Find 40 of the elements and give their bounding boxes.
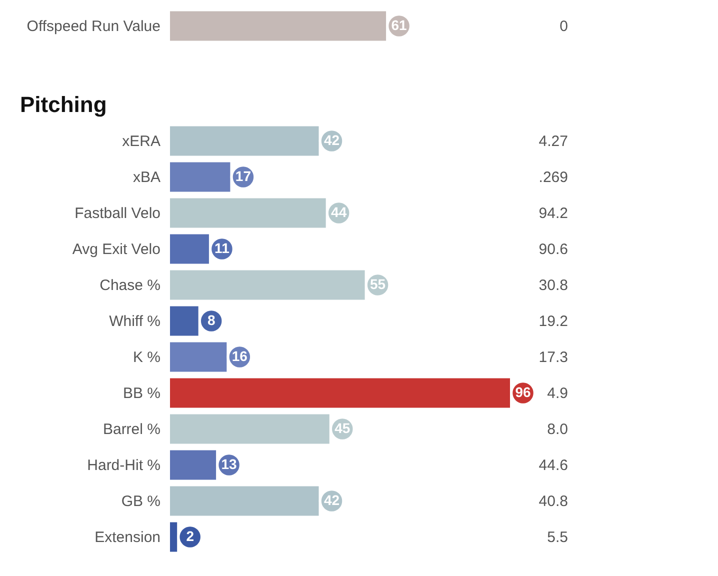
y-tick-label: Extension [94,529,160,546]
y-tick-label: Hard-Hit % [87,457,160,474]
chart-title: Pitching [20,92,107,117]
y-tick-label: Fastball Velo [74,205,160,222]
text: .269 [538,169,568,186]
y-tick-label: Chase % [100,277,160,294]
data-label: 16 [232,348,248,364]
y-tick-label: Whiff % [109,313,160,330]
text: 90.6 [538,241,568,258]
y-tick-label: Offspeed Run Value [26,18,160,35]
data-label: 96 [515,384,531,400]
data-label: 42 [324,132,340,148]
text: 4.27 [538,133,568,150]
data-label: 45 [334,420,350,436]
text: 19.2 [538,313,568,330]
data-label: 17 [235,168,252,184]
data-label: 44 [331,204,347,220]
y-tick-label: K % [132,349,160,366]
data-label: 61 [391,17,408,33]
data-label: 13 [221,456,238,472]
text: 94.2 [538,205,568,222]
data-label: 42 [324,492,340,508]
y-tick-label: Barrel % [102,421,160,438]
text: 44.6 [538,457,568,474]
text: 40.8 [538,493,568,510]
data-label: 55 [370,276,386,292]
data-label: 11 [214,240,230,256]
text: 5.5 [547,529,568,546]
y-tick-label: GB % [121,493,160,510]
data-label: 2 [186,528,194,544]
y-tick-label: xBA [132,169,160,186]
data-label: 8 [207,312,216,328]
text: 4.9 [547,385,568,402]
y-tick-label: BB % [122,385,160,402]
text: 30.8 [538,277,568,294]
text: 0 [560,18,568,35]
y-tick-label: xERA [122,133,160,150]
y-tick-label: Avg Exit Velo [72,241,160,258]
text: 17.3 [538,349,568,366]
text: 8.0 [547,421,568,438]
